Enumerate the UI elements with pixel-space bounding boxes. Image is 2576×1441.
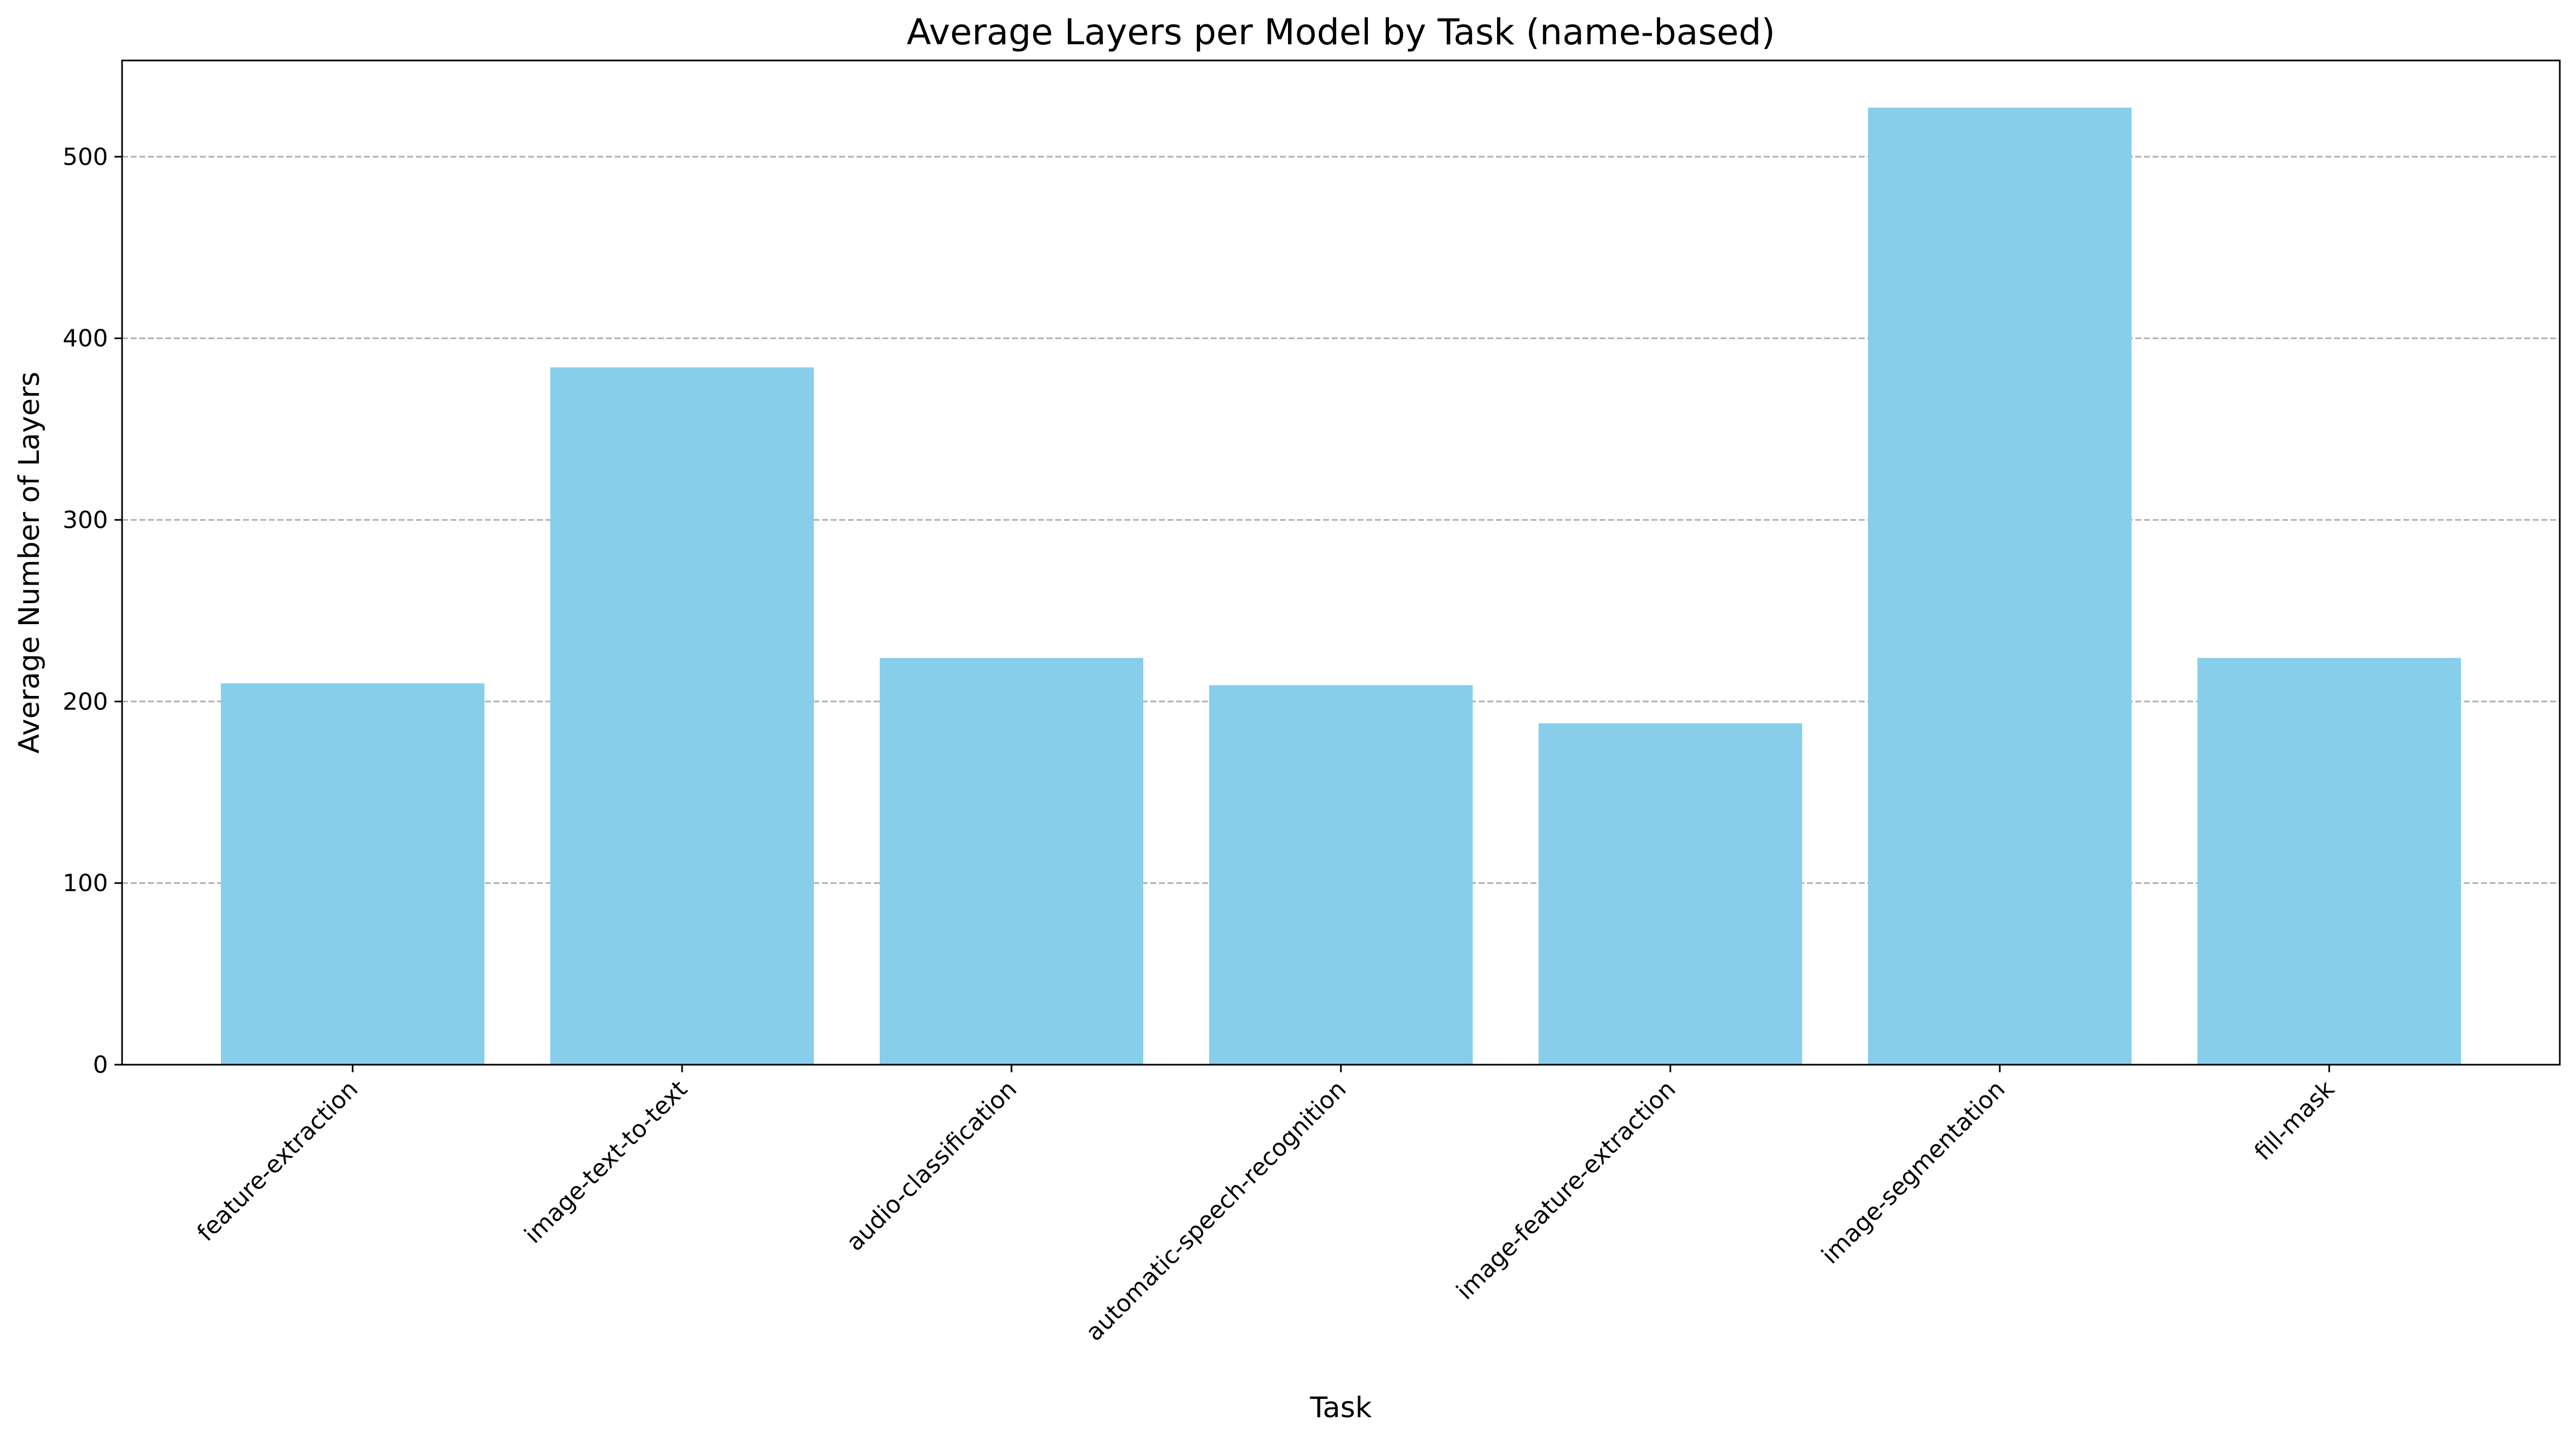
plot-frame [121,59,2561,1066]
y-tick-label: 400 [63,325,108,353]
y-tick-label: 300 [63,506,108,534]
x-tick-label: fill-mask [2249,1075,2340,1166]
bars [221,107,2461,1065]
y-tick-label: 500 [63,143,108,171]
x-axis-label: Task [1310,1391,1372,1424]
y-tick-label: 100 [63,870,108,897]
x-tick-label: automatic-speech-recognition [1081,1075,1352,1347]
x-tick-label: image-segmentation [1816,1075,2010,1269]
x-tick-label: image-text-to-text [519,1075,692,1249]
x-tick-label: image-feature-extraction [1451,1075,1681,1305]
bar-audio-classification [880,658,1143,1065]
y-axis-ticks: 0 100 200 300 400 500 [63,143,122,1079]
chart-title: Average Layers per Model by Task (name-b… [907,11,1775,53]
x-tick-label: audio-classification [841,1075,1022,1256]
bar-automatic-speech-recognition [1209,685,1473,1065]
y-tick-label: 200 [63,688,108,715]
bar-feature-extraction [221,683,484,1065]
y-axis-label: Average Number of Layers [13,371,46,754]
bar-image-segmentation [1868,107,2132,1065]
bar-image-feature-extraction [1539,723,1802,1065]
bar-fill-mask [2197,658,2461,1065]
x-axis-ticks: feature-extraction image-text-to-text audi… [192,1065,2340,1347]
x-tick-label: feature-extraction [192,1075,363,1247]
bar-image-text-to-text [550,367,814,1065]
y-tick-label: 0 [93,1051,108,1079]
grid-lines [122,155,2560,884]
